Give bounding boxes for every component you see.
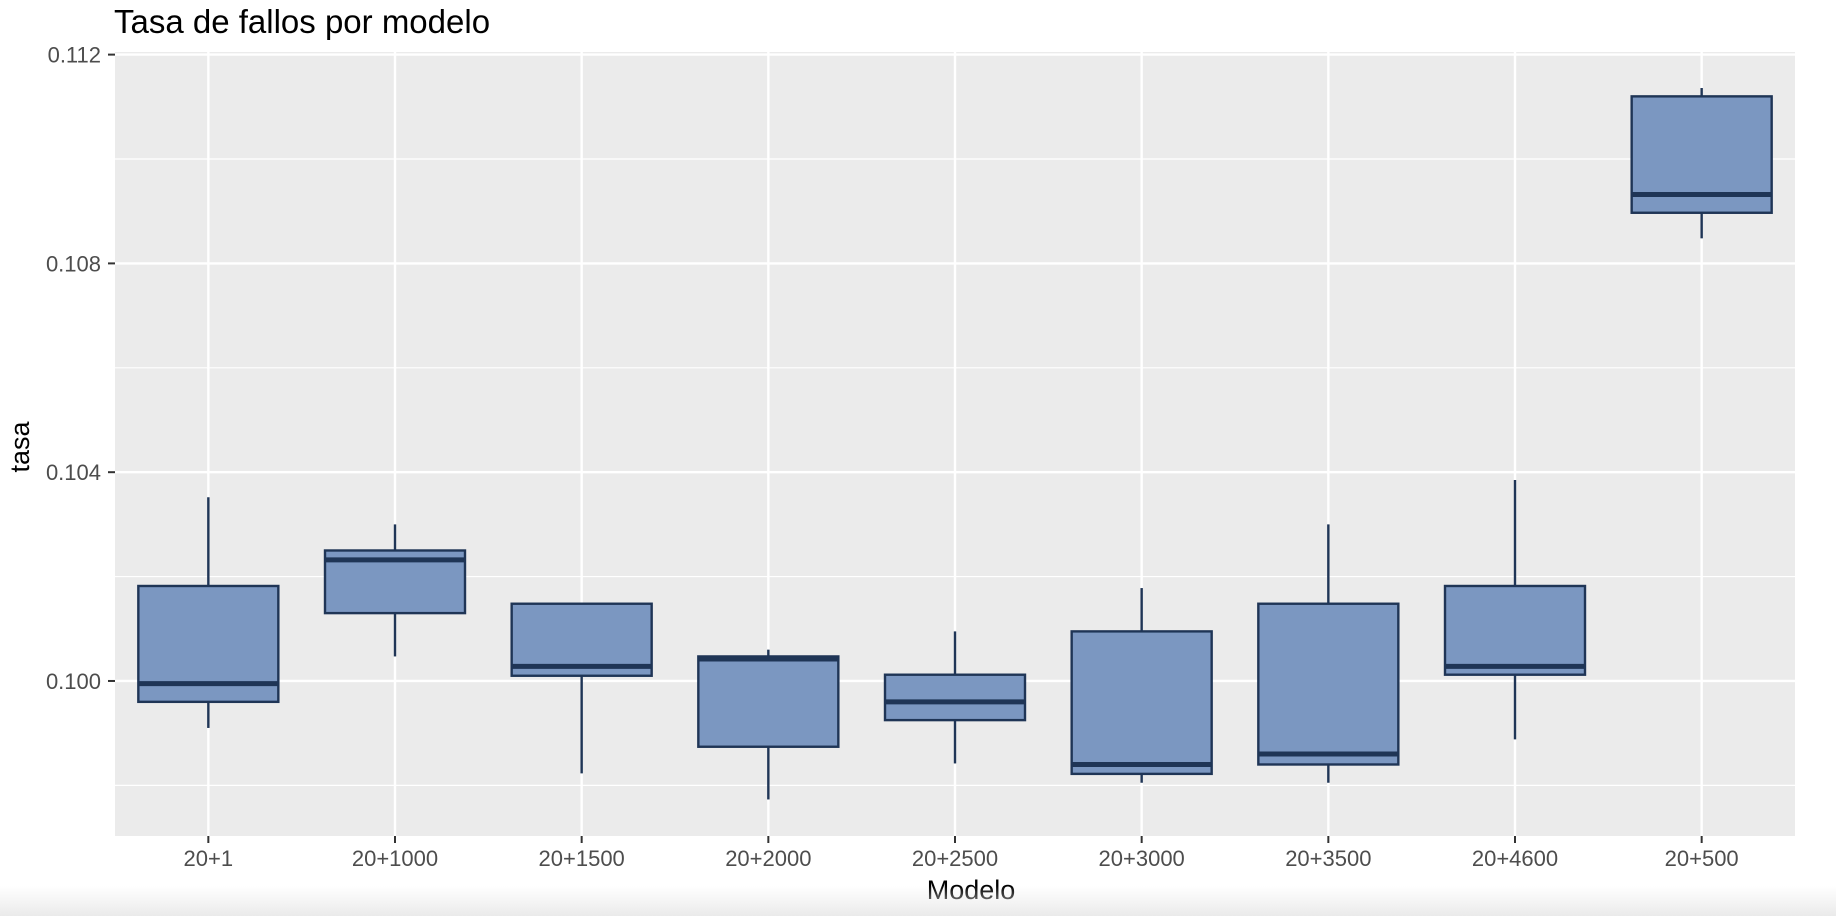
box-iqr [1257,602,1400,766]
y-axis: 0.100 0.104 0.108 0.112 [46,43,115,694]
box-20+4600 [1443,480,1587,740]
y-tick-label: 0.108 [46,251,101,276]
box-20+1000 [323,524,467,657]
y-tick-label: 0.100 [46,669,101,694]
box-20+3500 [1257,524,1400,783]
x-axis: 20+1 20+1000 20+1500 20+2000 20+2500 20+3000 2… [184,836,1739,871]
box-20+1 [137,497,280,728]
box-iqr [1070,630,1213,776]
box-20+500 [1630,88,1773,239]
x-tick-label: 20+1500 [539,846,625,871]
x-tick-label: 20+500 [1665,846,1739,871]
box-20+1500 [510,602,653,774]
y-tick-label: 0.112 [48,43,101,68]
x-tick-label: 20+1000 [352,846,438,871]
x-tick-label: 20+1 [184,846,234,871]
box-20+2500 [883,631,1027,764]
box-iqr [883,673,1027,722]
box-iqr [510,602,653,677]
bottom-fade [0,886,1836,916]
x-tick-label: 20+2500 [912,846,998,871]
y-axis-title: tasa [5,421,35,473]
boxes [137,88,1773,800]
box-20+3000 [1070,588,1213,783]
box-iqr [1443,584,1587,676]
box-iqr [697,655,840,748]
y-tick-label: 0.104 [46,460,101,485]
chart-title: Tasa de fallos por modelo [114,3,490,40]
x-tick-label: 20+2000 [725,846,811,871]
x-tick-label: 20+3000 [1099,846,1185,871]
x-tick-label: 20+4600 [1472,846,1558,871]
x-tick-label: 20+3500 [1285,846,1371,871]
box-20+2000 [697,649,840,800]
